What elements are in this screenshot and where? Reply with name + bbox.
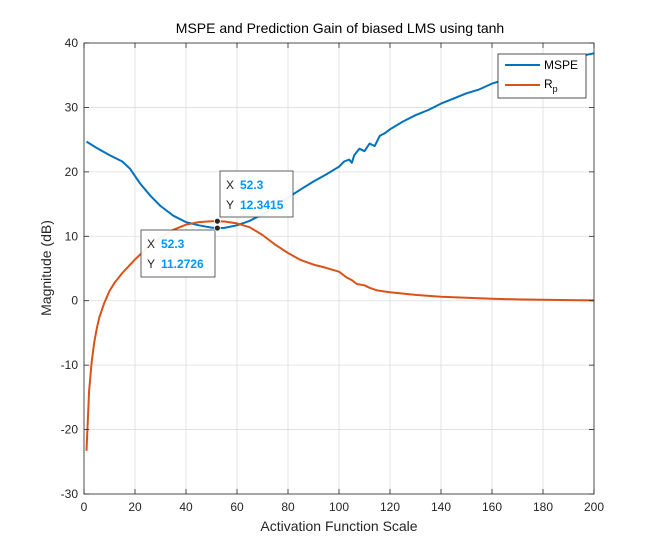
x-tick-label-4: 80 bbox=[281, 500, 295, 514]
legend-box bbox=[497, 53, 587, 99]
datatip-lower[interactable]: X 52.3 Y 11.2726 bbox=[140, 229, 216, 278]
x-tick-label-8: 160 bbox=[482, 500, 502, 514]
y-tick-label-6: -20 bbox=[61, 423, 79, 437]
x-axis-label: Activation Function Scale bbox=[260, 518, 417, 534]
x-tick-label-0: 0 bbox=[81, 500, 88, 514]
x-tick-label-7: 140 bbox=[431, 500, 451, 514]
x-tick-label-1: 20 bbox=[128, 500, 142, 514]
datatip-upper-x-value: 52.3 bbox=[240, 178, 264, 192]
datatip-lower-box bbox=[140, 229, 216, 278]
datatip-lower-y-label: Y bbox=[147, 257, 155, 271]
x-tick-label-10: 200 bbox=[584, 500, 604, 514]
x-tick-label-2: 40 bbox=[179, 500, 193, 514]
x-tick-labels: 0 20 40 60 80 100 120 140 160 180 200 bbox=[81, 500, 605, 514]
datatip-upper-box bbox=[219, 170, 294, 218]
plot-area[interactable] bbox=[83, 42, 595, 495]
series-line-rp bbox=[85, 220, 595, 451]
datatip-upper[interactable]: X 52.3 Y 12.3415 bbox=[219, 170, 294, 218]
series-layer bbox=[85, 52, 595, 451]
datatip-upper-y-label: Y bbox=[226, 198, 234, 212]
y-axis-label: Magnitude (dB) bbox=[38, 220, 54, 316]
datatip-marker-0 bbox=[213, 217, 221, 225]
chart-title: MSPE and Prediction Gain of biased LMS u… bbox=[176, 20, 504, 36]
legend-label-rp-sub: p bbox=[553, 84, 558, 94]
series-line-mspe bbox=[85, 52, 595, 230]
legend-label-rp-main: R bbox=[544, 77, 553, 91]
legend-label-rp: Rp bbox=[544, 77, 558, 94]
ticks bbox=[83, 42, 595, 495]
datatip-lower-x-value: 52.3 bbox=[161, 237, 185, 251]
y-tick-label-3: 10 bbox=[65, 229, 79, 243]
datatip-lower-y-value: 11.2726 bbox=[161, 257, 204, 271]
y-tick-label-4: 0 bbox=[71, 294, 78, 308]
x-tick-label-3: 60 bbox=[230, 500, 244, 514]
y-tick-label-0: 40 bbox=[65, 36, 79, 50]
x-tick-label-6: 120 bbox=[380, 500, 400, 514]
datatip-upper-y-value: 12.3415 bbox=[240, 198, 284, 212]
datatip-marker-1 bbox=[213, 224, 221, 232]
y-tick-label-2: 20 bbox=[65, 165, 79, 179]
datatip-upper-x-label: X bbox=[226, 178, 234, 192]
y-tick-label-1: 30 bbox=[65, 100, 79, 114]
datatip-lower-x-label: X bbox=[147, 237, 155, 251]
datatip-markers bbox=[213, 217, 221, 232]
legend[interactable]: MSPE Rp bbox=[497, 53, 587, 99]
y-tick-labels: 40 30 20 10 0 -10 -20 -30 bbox=[61, 36, 79, 501]
legend-label-mspe: MSPE bbox=[544, 58, 578, 72]
y-tick-label-7: -30 bbox=[61, 487, 79, 501]
y-tick-label-5: -10 bbox=[61, 358, 79, 372]
x-tick-label-9: 180 bbox=[533, 500, 553, 514]
x-tick-label-5: 100 bbox=[329, 500, 349, 514]
